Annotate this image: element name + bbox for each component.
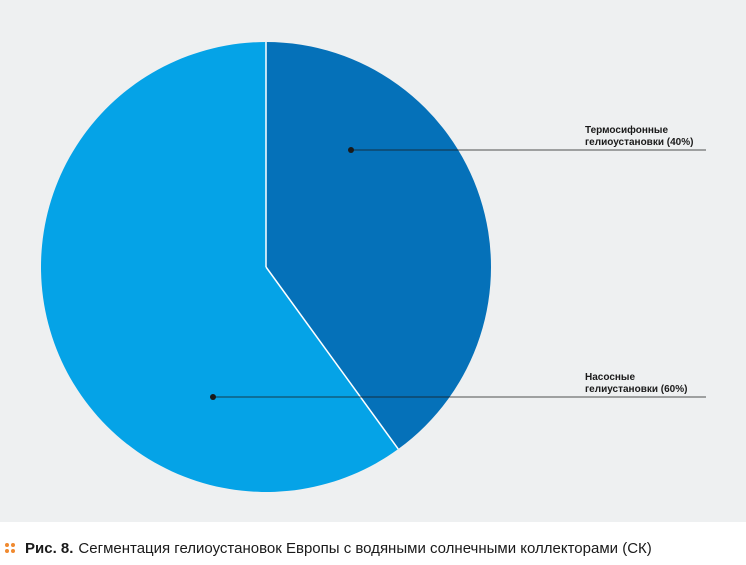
slice-label-2-line-2: гелиустановки (60%) xyxy=(585,384,687,395)
leader-dot-1 xyxy=(348,147,354,153)
caption-label: Рис. 8. xyxy=(25,539,74,557)
figure-caption: Рис. 8. Сегментация гелиоустановок Европ… xyxy=(5,537,652,559)
slice-label-2: Насосные гелиустановки (60%) xyxy=(585,372,687,395)
caption-text: Сегментация гелиоустановок Европы с водя… xyxy=(78,539,652,557)
slice-separator-2 xyxy=(265,266,399,450)
slice-label-1-line-1: Термосифонные xyxy=(585,124,668,136)
slice-separators xyxy=(265,42,399,450)
slice-labels: Термосифонные гелиоустановки (40%) Насосны… xyxy=(585,124,693,395)
slice-label-2-line-1: Насосные xyxy=(585,372,635,383)
pie-slice-2 xyxy=(40,42,399,492)
slice-label-1-line-2: гелиоустановки (40%) xyxy=(585,137,693,148)
slice-label-1: Термосифонные гелиоустановки (40%) xyxy=(585,124,693,148)
leader-lines xyxy=(210,147,706,400)
pie-slice-1 xyxy=(266,42,491,450)
caption-bullet-icon xyxy=(5,543,15,553)
leader-dot-2 xyxy=(210,394,216,400)
pie-slices xyxy=(40,42,491,492)
pie-chart: Термосифонные гелиоустановки (40%) Насосны… xyxy=(40,42,706,492)
